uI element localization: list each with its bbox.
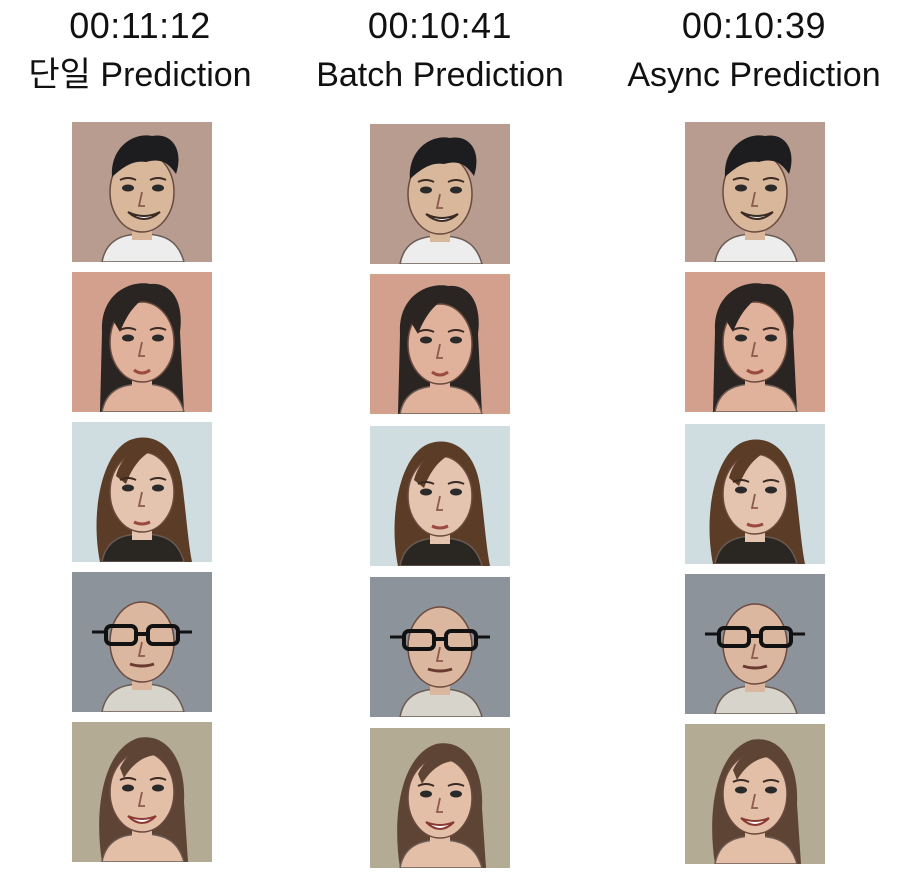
column-label: 단일 Prediction [28,56,252,94]
portrait-bald-man-glasses [370,577,510,717]
column-async-prediction: 00:10:39 Async Prediction [604,0,904,872]
portrait-bald-man-glasses [685,574,825,714]
column-single-prediction: 00:11:12 단일 Prediction [0,0,290,872]
portrait-smiling-man [685,122,825,262]
portrait-woman-wavy-hair [370,426,510,566]
column-batch-prediction: 00:10:41 Batch Prediction [290,0,590,872]
portrait-smiling-woman [370,728,510,868]
portrait-woman-wavy-hair [72,422,212,562]
column-label: Batch Prediction [316,56,564,94]
elapsed-time: 00:11:12 [69,5,211,46]
portrait-smiling-woman [72,722,212,862]
portrait-smiling-man [370,124,510,264]
portrait-woman-wavy-hair [685,424,825,564]
portrait-woman-long-dark-hair [72,272,212,412]
portrait-smiling-woman [685,724,825,864]
portrait-woman-long-dark-hair [685,272,825,412]
column-label: Async Prediction [627,56,881,94]
elapsed-time: 00:10:39 [681,5,827,46]
portrait-woman-long-dark-hair [370,274,510,414]
elapsed-time: 00:10:41 [367,5,513,46]
portrait-smiling-man [72,122,212,262]
portrait-bald-man-glasses [72,572,212,712]
